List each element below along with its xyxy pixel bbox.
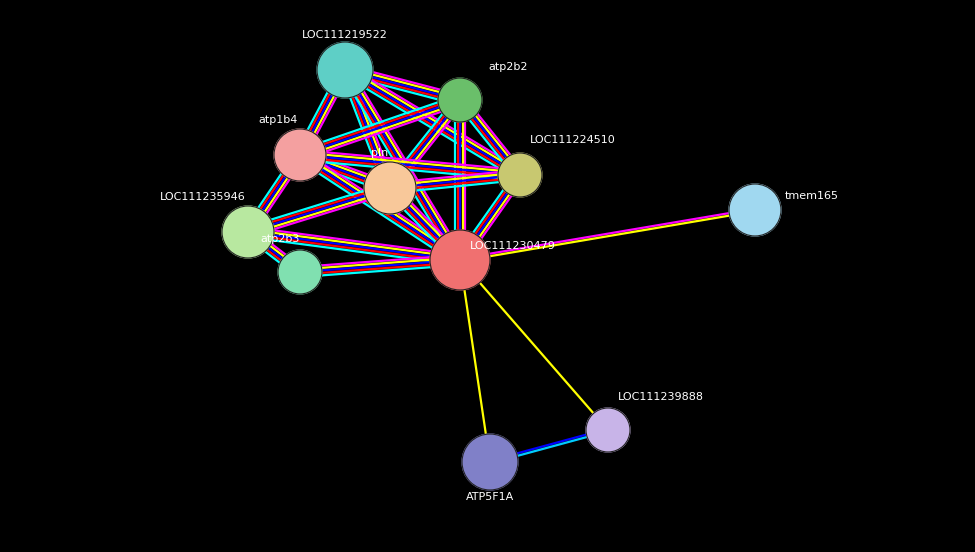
Text: LOC111239888: LOC111239888 — [618, 392, 704, 402]
Circle shape — [278, 250, 322, 294]
Text: pln: pln — [370, 148, 388, 158]
Text: LOC111224510: LOC111224510 — [530, 135, 616, 145]
Circle shape — [462, 434, 518, 490]
Circle shape — [498, 153, 542, 197]
Text: tmem165: tmem165 — [785, 191, 839, 201]
Circle shape — [317, 42, 373, 98]
Text: atp2b3: atp2b3 — [260, 234, 300, 244]
Circle shape — [364, 162, 416, 214]
Text: LOC111230479: LOC111230479 — [470, 241, 556, 251]
Circle shape — [274, 129, 326, 181]
Circle shape — [729, 184, 781, 236]
Circle shape — [430, 230, 490, 290]
Circle shape — [438, 78, 482, 122]
Text: ATP5F1A: ATP5F1A — [466, 492, 514, 502]
Text: atp1b4: atp1b4 — [258, 115, 298, 125]
Text: atp2b2: atp2b2 — [488, 62, 527, 72]
Text: LOC111219522: LOC111219522 — [302, 30, 388, 40]
Text: LOC111235946: LOC111235946 — [160, 192, 246, 202]
Circle shape — [586, 408, 630, 452]
Circle shape — [222, 206, 274, 258]
